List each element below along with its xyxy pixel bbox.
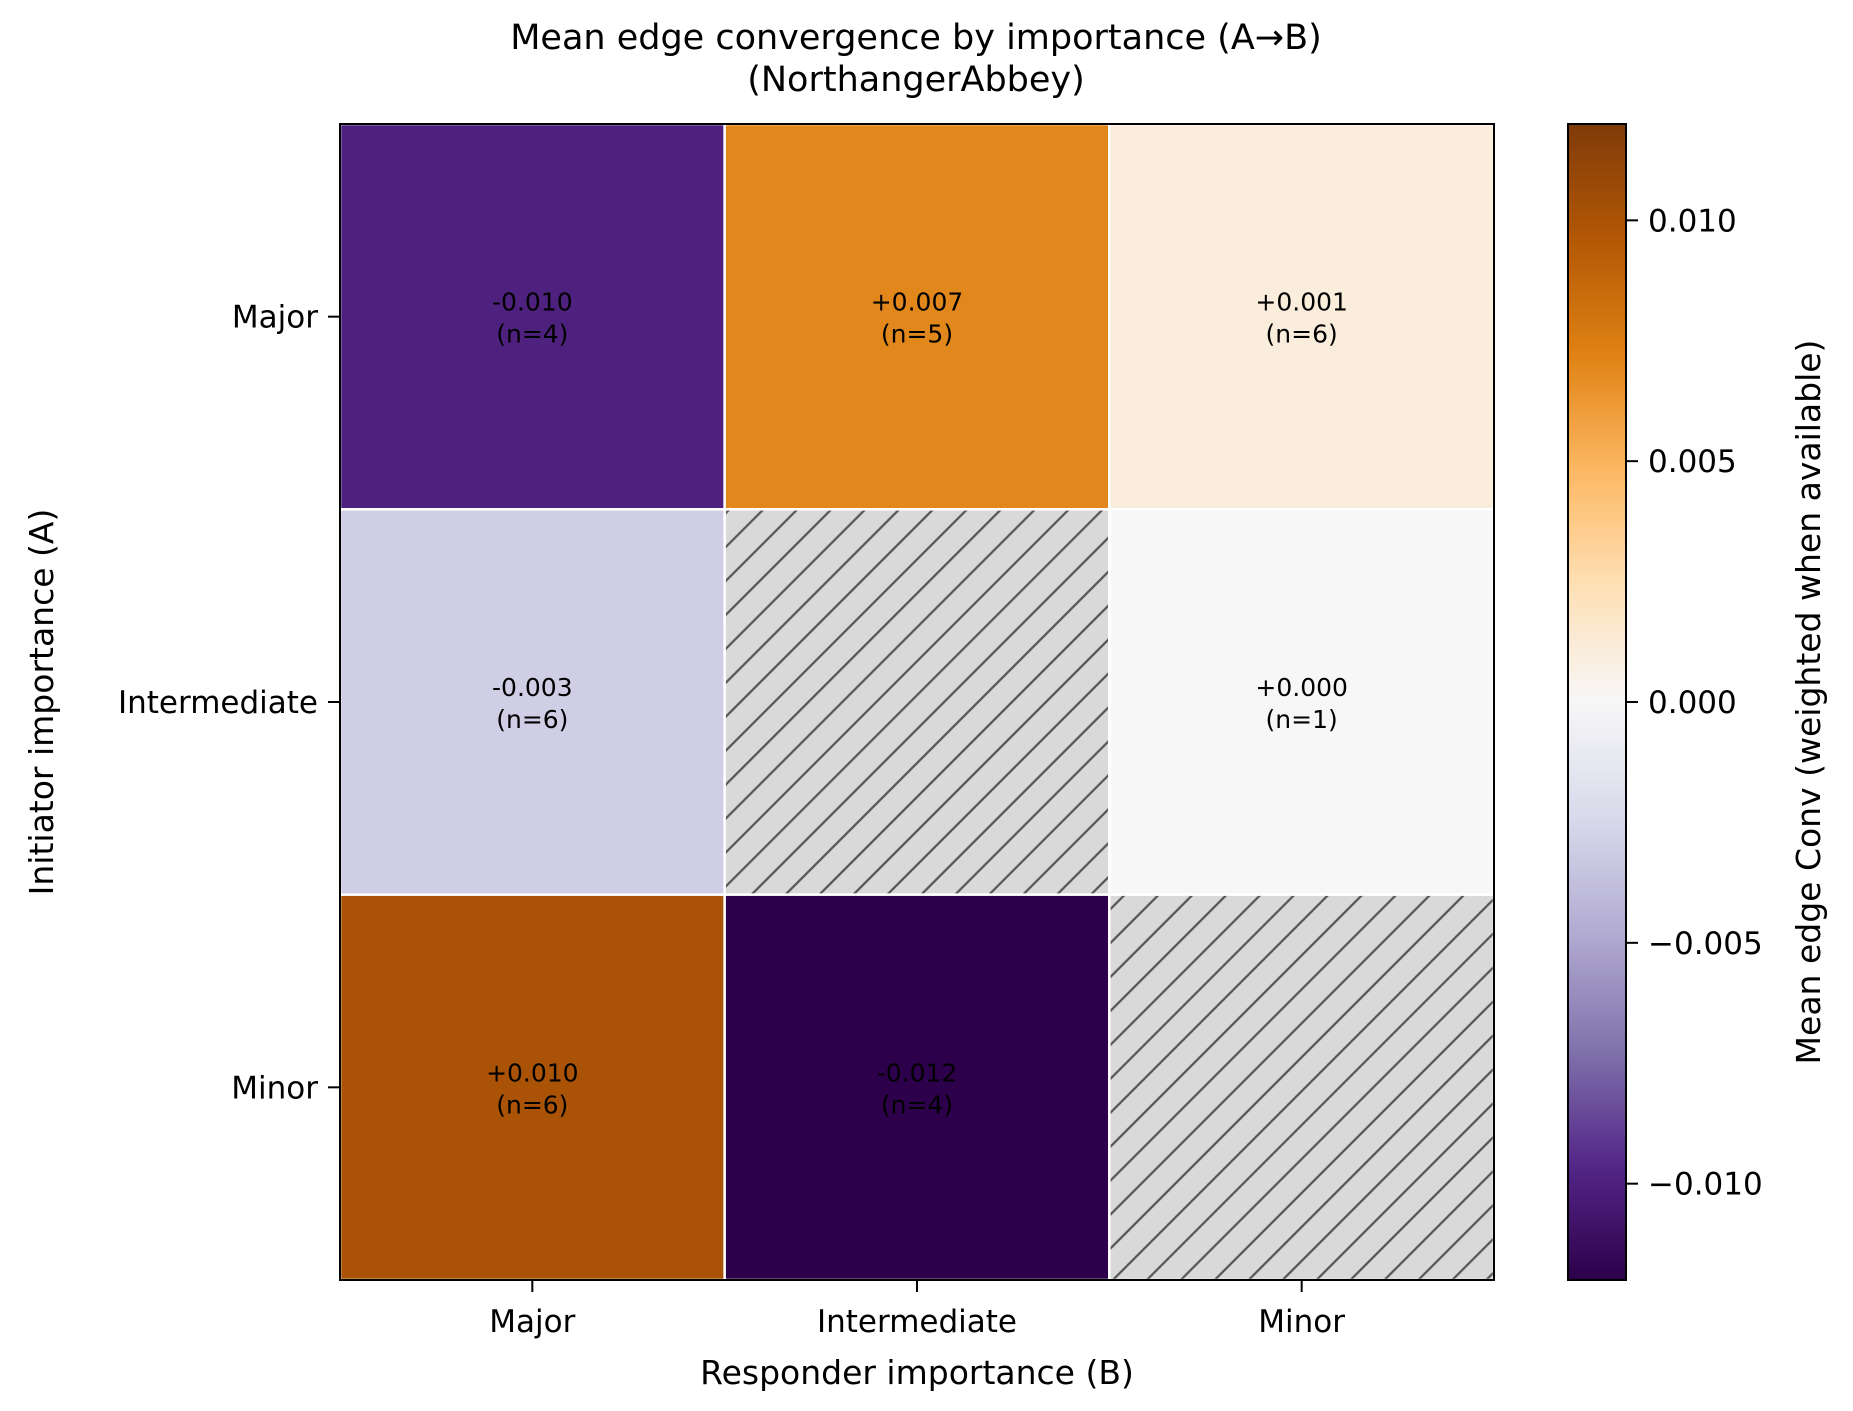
chart-subtitle: (NorthangerAbbey) — [747, 60, 1085, 100]
x-axis-ticks: Major Intermediate Minor — [489, 1280, 1345, 1340]
cell-count-label: (n=4) — [496, 320, 568, 349]
y-axis-label: Initiator importance (A) — [22, 509, 61, 896]
heatmap-cells — [338, 122, 1496, 1282]
heatmap-cell — [723, 122, 1111, 511]
colorbar — [1567, 123, 1627, 1281]
cell-count-label: (n=6) — [496, 705, 568, 734]
heatmap-cell-missing — [1108, 893, 1496, 1282]
heatmap-cell-labels: -0.010 (n=4) +0.007 (n=5) +0.001 (n=6) -0.003 (… — [486, 288, 1348, 1120]
chart-title: Mean edge convergence by importance (A→B… — [510, 18, 1322, 58]
cell-value-label: +0.007 — [871, 288, 964, 317]
x-axis-label: Responder importance (B) — [700, 1353, 1134, 1392]
y-tick-label: Minor — [231, 1070, 318, 1106]
colorbar-tick-label: −0.005 — [1648, 926, 1763, 962]
heatmap-cell-missing — [723, 508, 1111, 896]
cell-count-label: (n=6) — [1266, 320, 1338, 349]
cell-count-label: (n=1) — [1266, 705, 1338, 734]
y-axis-ticks: Major Intermediate Minor — [118, 300, 340, 1106]
colorbar-tick-label: 0.005 — [1648, 444, 1737, 480]
colorbar-label: Mean edge Conv (weighted when available) — [1789, 340, 1828, 1065]
heatmap-cell — [338, 893, 726, 1282]
heatmap-cell — [338, 508, 726, 896]
cell-value-label: -0.012 — [877, 1058, 958, 1087]
cell-value-label: -0.003 — [492, 673, 573, 702]
heatmap-cell — [723, 893, 1111, 1282]
colorbar-tick-label: 0.010 — [1648, 203, 1737, 239]
cell-count-label: (n=6) — [496, 1090, 568, 1119]
colorbar-tick-label: −0.010 — [1648, 1167, 1763, 1203]
x-tick-label: Major — [489, 1304, 575, 1340]
cell-count-label: (n=4) — [881, 1090, 953, 1119]
heatmap-cell — [1108, 508, 1496, 896]
cell-value-label: +0.000 — [1255, 673, 1348, 702]
y-tick-label: Major — [232, 300, 318, 336]
colorbar-ticks: −0.010 −0.005 0.000 0.005 0.010 — [1626, 203, 1763, 1203]
cell-count-label: (n=5) — [881, 320, 953, 349]
x-tick-label: Intermediate — [817, 1304, 1017, 1340]
x-tick-label: Minor — [1258, 1304, 1345, 1340]
cell-value-label: +0.001 — [1255, 288, 1348, 317]
heatmap-cell — [338, 122, 726, 511]
cell-value-label: -0.010 — [492, 288, 573, 317]
y-tick-label: Intermediate — [118, 685, 318, 721]
cell-value-label: +0.010 — [486, 1058, 579, 1087]
colorbar-tick-label: 0.000 — [1648, 685, 1737, 721]
